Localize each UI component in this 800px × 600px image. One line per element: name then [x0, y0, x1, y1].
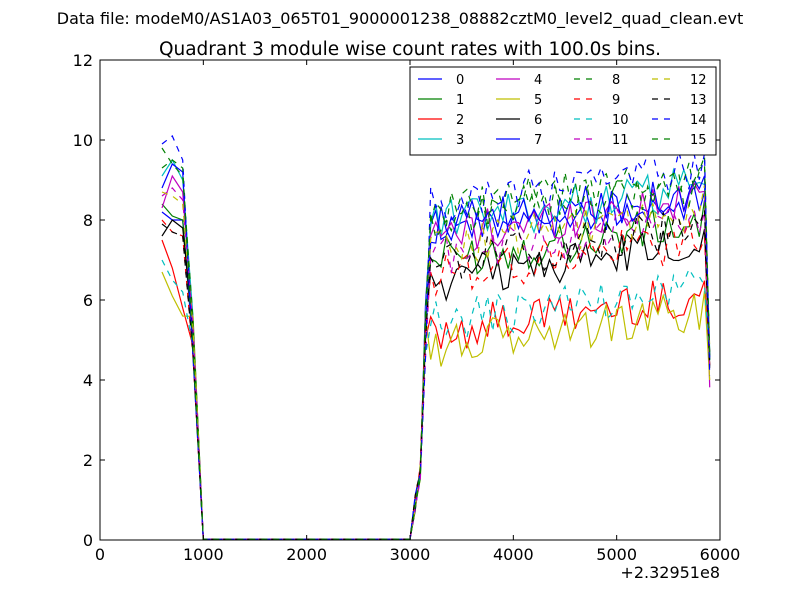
series-line-1	[161, 199, 711, 540]
series-line-15	[161, 159, 711, 540]
legend-label-1: 1	[456, 93, 464, 108]
legend-label-6: 6	[534, 113, 542, 128]
legend-label-8: 8	[612, 73, 620, 88]
legend-label-4: 4	[534, 73, 542, 88]
legend-label-9: 9	[612, 93, 620, 108]
x-tick-label: 1000	[183, 545, 224, 564]
chart-title: Quadrant 3 module wise count rates with …	[159, 39, 661, 60]
legend-box	[409, 66, 717, 156]
legend-label-13: 13	[690, 93, 707, 108]
x-tick-label: 4000	[493, 545, 534, 564]
y-tick-label: 12	[73, 51, 93, 70]
legend-label-10: 10	[612, 113, 629, 128]
series-line-8	[161, 147, 711, 540]
y-tick-label: 0	[83, 531, 93, 550]
legend-label-5: 5	[534, 93, 542, 108]
figure-suptitle: Data file: modeM0/AS1A03_065T01_90000012…	[57, 9, 743, 29]
legend-label-0: 0	[456, 73, 464, 88]
legend-label-14: 14	[690, 113, 707, 128]
legend-label-3: 3	[456, 133, 464, 148]
x-tick-label: 0	[95, 545, 105, 564]
x-tick-label: 5000	[596, 545, 637, 564]
series-line-6	[161, 219, 711, 540]
legend-label-12: 12	[690, 73, 707, 88]
series-line-5	[161, 271, 711, 540]
x-tick-label: 2000	[286, 545, 327, 564]
x-tick-label: 6000	[700, 545, 741, 564]
legend-label-15: 15	[690, 133, 707, 148]
series-line-3	[161, 158, 711, 540]
legend-label-11: 11	[612, 133, 629, 148]
y-tick-label: 8	[83, 211, 93, 230]
y-tick-label: 10	[73, 131, 93, 150]
series-line-9	[161, 219, 711, 540]
series-line-10	[161, 259, 711, 540]
y-tick-label: 6	[83, 291, 93, 310]
x-tick-label: 3000	[390, 545, 431, 564]
x-axis-offset-label: +2.32951e8	[620, 563, 720, 582]
series-line-12	[161, 184, 711, 540]
y-tick-label: 2	[83, 451, 93, 470]
legend-label-7: 7	[534, 133, 542, 148]
legend-label-2: 2	[456, 113, 464, 128]
series-line-13	[161, 209, 711, 540]
y-tick-label: 4	[83, 371, 93, 390]
